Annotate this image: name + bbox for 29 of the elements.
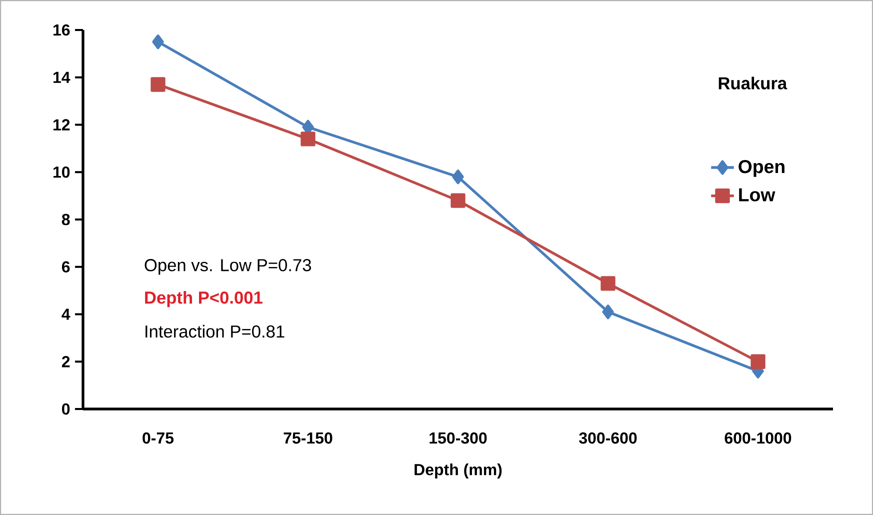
y-tick-label: 14: [54, 72, 70, 83]
x-tick-label: 300-600: [579, 432, 637, 444]
y-tick-label: 12: [54, 119, 70, 130]
point: [600, 276, 616, 291]
y-tick-label: 4: [62, 308, 70, 320]
legend-label: Open: [738, 160, 784, 177]
point: [450, 193, 466, 208]
y-tick-label: 2: [62, 356, 70, 368]
point: [452, 170, 464, 184]
y-tick-label: 6: [62, 261, 70, 273]
annotation: Interaction P=0.81: [146, 324, 284, 338]
point: [150, 77, 166, 92]
y-tick-label: 16: [54, 24, 70, 36]
y-tick-label: 8: [62, 214, 70, 226]
x-tick-label: 150-300: [430, 432, 487, 444]
annotation: Open vs. Low P=0.73: [144, 259, 312, 275]
y-tick-label: 0: [62, 403, 70, 415]
text: Ruakura: [718, 76, 788, 90]
x-tick-label: 0-75: [142, 432, 174, 444]
point: [152, 34, 164, 50]
point: [602, 304, 614, 320]
x-axis-title: Depth (mm): [414, 464, 502, 478]
x-tick-label: 600-1000: [724, 432, 792, 444]
annotation: Depth P<0.001: [145, 291, 262, 308]
x-tick-label: 75-150: [284, 432, 332, 444]
y-tick-label: 10: [54, 166, 70, 178]
point: [300, 132, 316, 146]
point: [750, 354, 766, 369]
legend-label: Low: [739, 188, 776, 202]
